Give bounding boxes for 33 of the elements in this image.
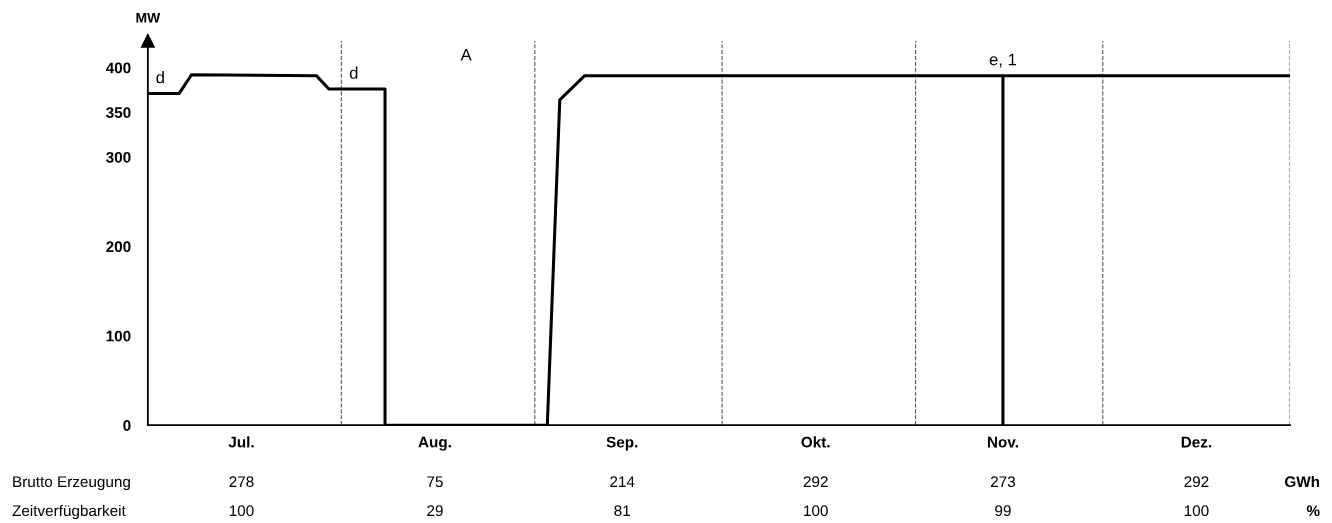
x-tick-label: Okt. (801, 436, 830, 448)
annotation: d (156, 71, 164, 84)
text: 214 (610, 476, 635, 487)
y-tick-label: 200 (106, 241, 131, 253)
x-tick-label: Sep. (606, 436, 638, 451)
text: 81 (614, 505, 630, 517)
text: Zeitverfügbarkeit (12, 504, 126, 520)
annotation: A (460, 48, 472, 61)
annotation: e, 1 (989, 53, 1017, 68)
x-tick-label: Dez. (1181, 436, 1212, 448)
x-tick-label: Aug. (418, 436, 451, 451)
y-tick-label: 350 (106, 107, 131, 119)
text: 292 (1184, 476, 1209, 488)
text: Brutto Erzeugung (13, 476, 130, 491)
y-tick-label: 0 (123, 420, 131, 431)
y-tick-label: 300 (106, 151, 131, 163)
text: 75 (427, 476, 443, 488)
text: 29 (427, 505, 443, 517)
annotation: d (349, 66, 358, 79)
text: 292 (803, 476, 828, 488)
y-axis-title: MW (136, 12, 161, 23)
y-tick-label: 400 (105, 62, 131, 74)
text: GWh (1284, 475, 1320, 488)
text: 99 (995, 505, 1011, 517)
text: 100 (1184, 505, 1209, 517)
text: 100 (804, 505, 828, 517)
y-tick-label: 100 (106, 330, 131, 342)
x-tick-label: Nov. (987, 436, 1018, 448)
x-tick-label: Jul. (228, 436, 254, 448)
text: % (1306, 505, 1320, 517)
text: 278 (229, 476, 254, 488)
text: 100 (229, 505, 254, 517)
text: 273 (990, 476, 1016, 488)
